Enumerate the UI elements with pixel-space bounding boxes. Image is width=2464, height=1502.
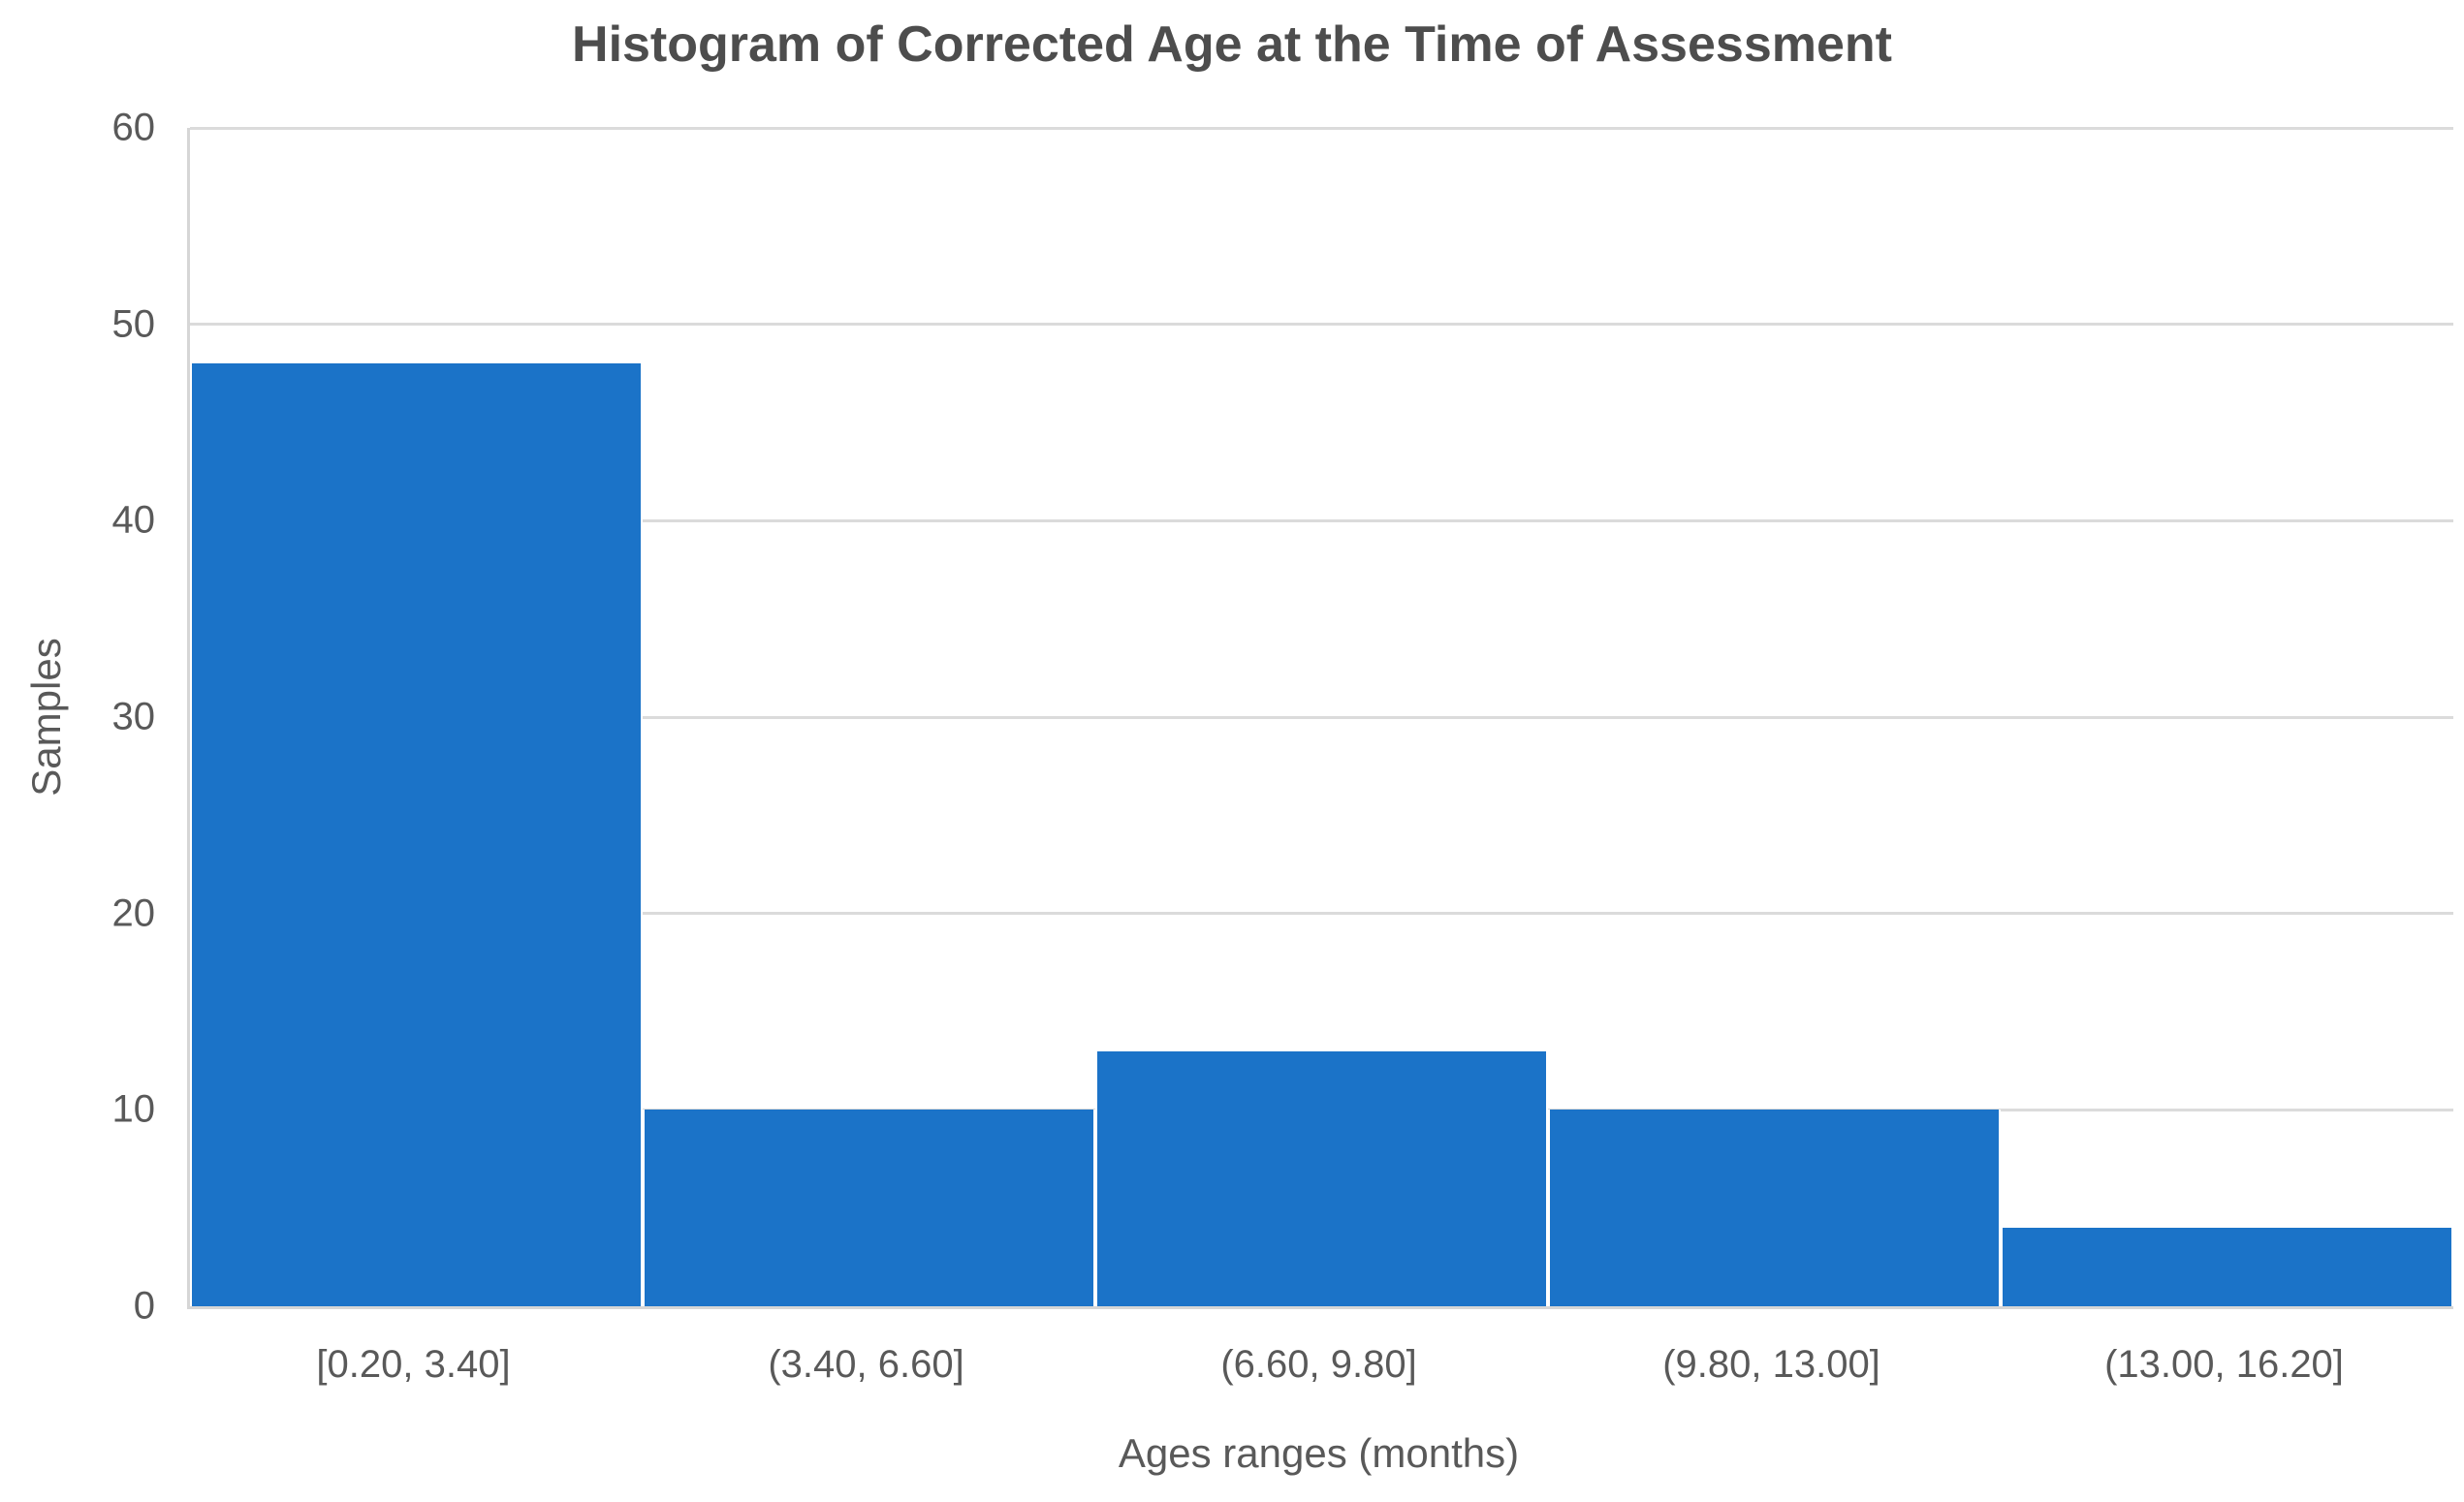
chart-title: Histogram of Corrected Age at the Time o…: [572, 16, 1892, 73]
gridline: [190, 323, 2453, 327]
y-tick-label: 50: [111, 302, 156, 346]
y-tick-label: 40: [111, 498, 156, 542]
y-tick-label: 10: [111, 1087, 156, 1131]
bar: [1548, 1110, 2001, 1306]
bar: [2001, 1227, 2453, 1306]
x-tick-label: (13.00, 16.20]: [2104, 1343, 2344, 1386]
plot-area: [187, 126, 2453, 1309]
bar: [1095, 1050, 1548, 1306]
bar: [643, 1110, 1095, 1306]
x-tick-label: (6.60, 9.80]: [1220, 1343, 1417, 1386]
gridline: [190, 715, 2453, 719]
x-tick-label: (9.80, 13.00]: [1662, 1343, 1880, 1386]
gridline: [190, 912, 2453, 916]
gridline: [190, 126, 2453, 130]
x-tick-label: (3.40, 6.60]: [768, 1343, 964, 1386]
y-tick-label: 20: [111, 892, 156, 935]
bar: [190, 363, 643, 1306]
y-tick-label: 0: [133, 1284, 155, 1328]
y-tick-label: 60: [111, 106, 156, 149]
x-tick-label: [0.20, 3.40]: [316, 1343, 511, 1386]
gridline: [190, 518, 2453, 522]
y-tick-label: 30: [111, 695, 156, 738]
x-axis-title: Ages ranges (months): [1118, 1430, 1520, 1476]
